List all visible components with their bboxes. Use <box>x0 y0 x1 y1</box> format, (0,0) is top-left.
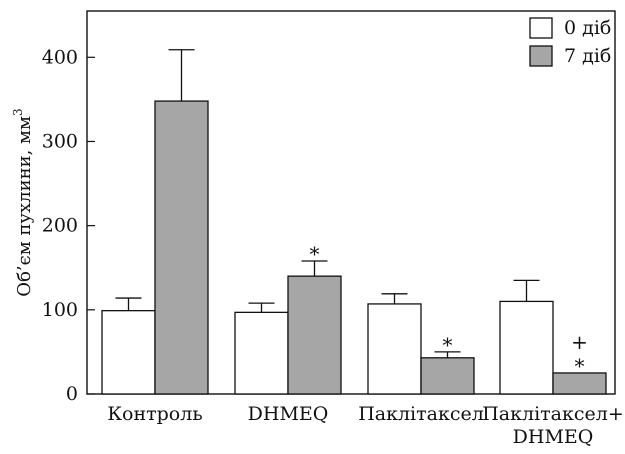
y-axis-label-superscript: 3 <box>11 108 25 116</box>
y-tick-label: 100 <box>42 299 78 321</box>
bar-day7 <box>287 275 342 395</box>
x-category-label: DHMEQ <box>248 403 329 425</box>
x-category-label: Паклітаксел+ DHMEQ <box>482 403 624 448</box>
y-axis-label-main: Об’єм пухлини, мм <box>14 116 35 297</box>
bar-day7 <box>552 372 607 395</box>
y-axis-label: Об’єм пухлини, мм3 <box>11 108 35 296</box>
x-category-label-line: Паклітаксел+ <box>482 403 624 425</box>
plot-frame <box>86 10 616 395</box>
x-category-label-line: Паклітаксел <box>358 403 484 425</box>
legend-swatch <box>529 45 553 67</box>
significance-marker: * <box>443 333 453 357</box>
y-tick-label: 400 <box>42 46 78 68</box>
bar-day7 <box>154 100 209 395</box>
y-tick-label: 200 <box>42 215 78 237</box>
significance-marker: * <box>575 354 585 378</box>
x-category-label-line: Контроль <box>107 403 202 425</box>
bar-day0 <box>367 303 422 395</box>
bar-day0 <box>101 310 156 395</box>
bar-day0 <box>499 300 554 395</box>
x-category-label: Паклітаксел <box>358 403 484 425</box>
bar-day7 <box>420 357 475 395</box>
x-category-label-line: DHMEQ <box>513 426 594 448</box>
significance-marker: + <box>571 330 588 354</box>
y-tick-label: 0 <box>66 383 78 405</box>
legend-swatch <box>529 17 553 39</box>
bar-day0 <box>234 311 289 395</box>
legend-label: 7 діб <box>564 45 611 67</box>
significance-marker: * <box>310 242 320 266</box>
x-category-label: Контроль <box>107 403 202 425</box>
x-category-label-line: DHMEQ <box>248 403 329 425</box>
y-tick-label: 300 <box>42 130 78 152</box>
legend-label: 0 діб <box>564 17 611 39</box>
